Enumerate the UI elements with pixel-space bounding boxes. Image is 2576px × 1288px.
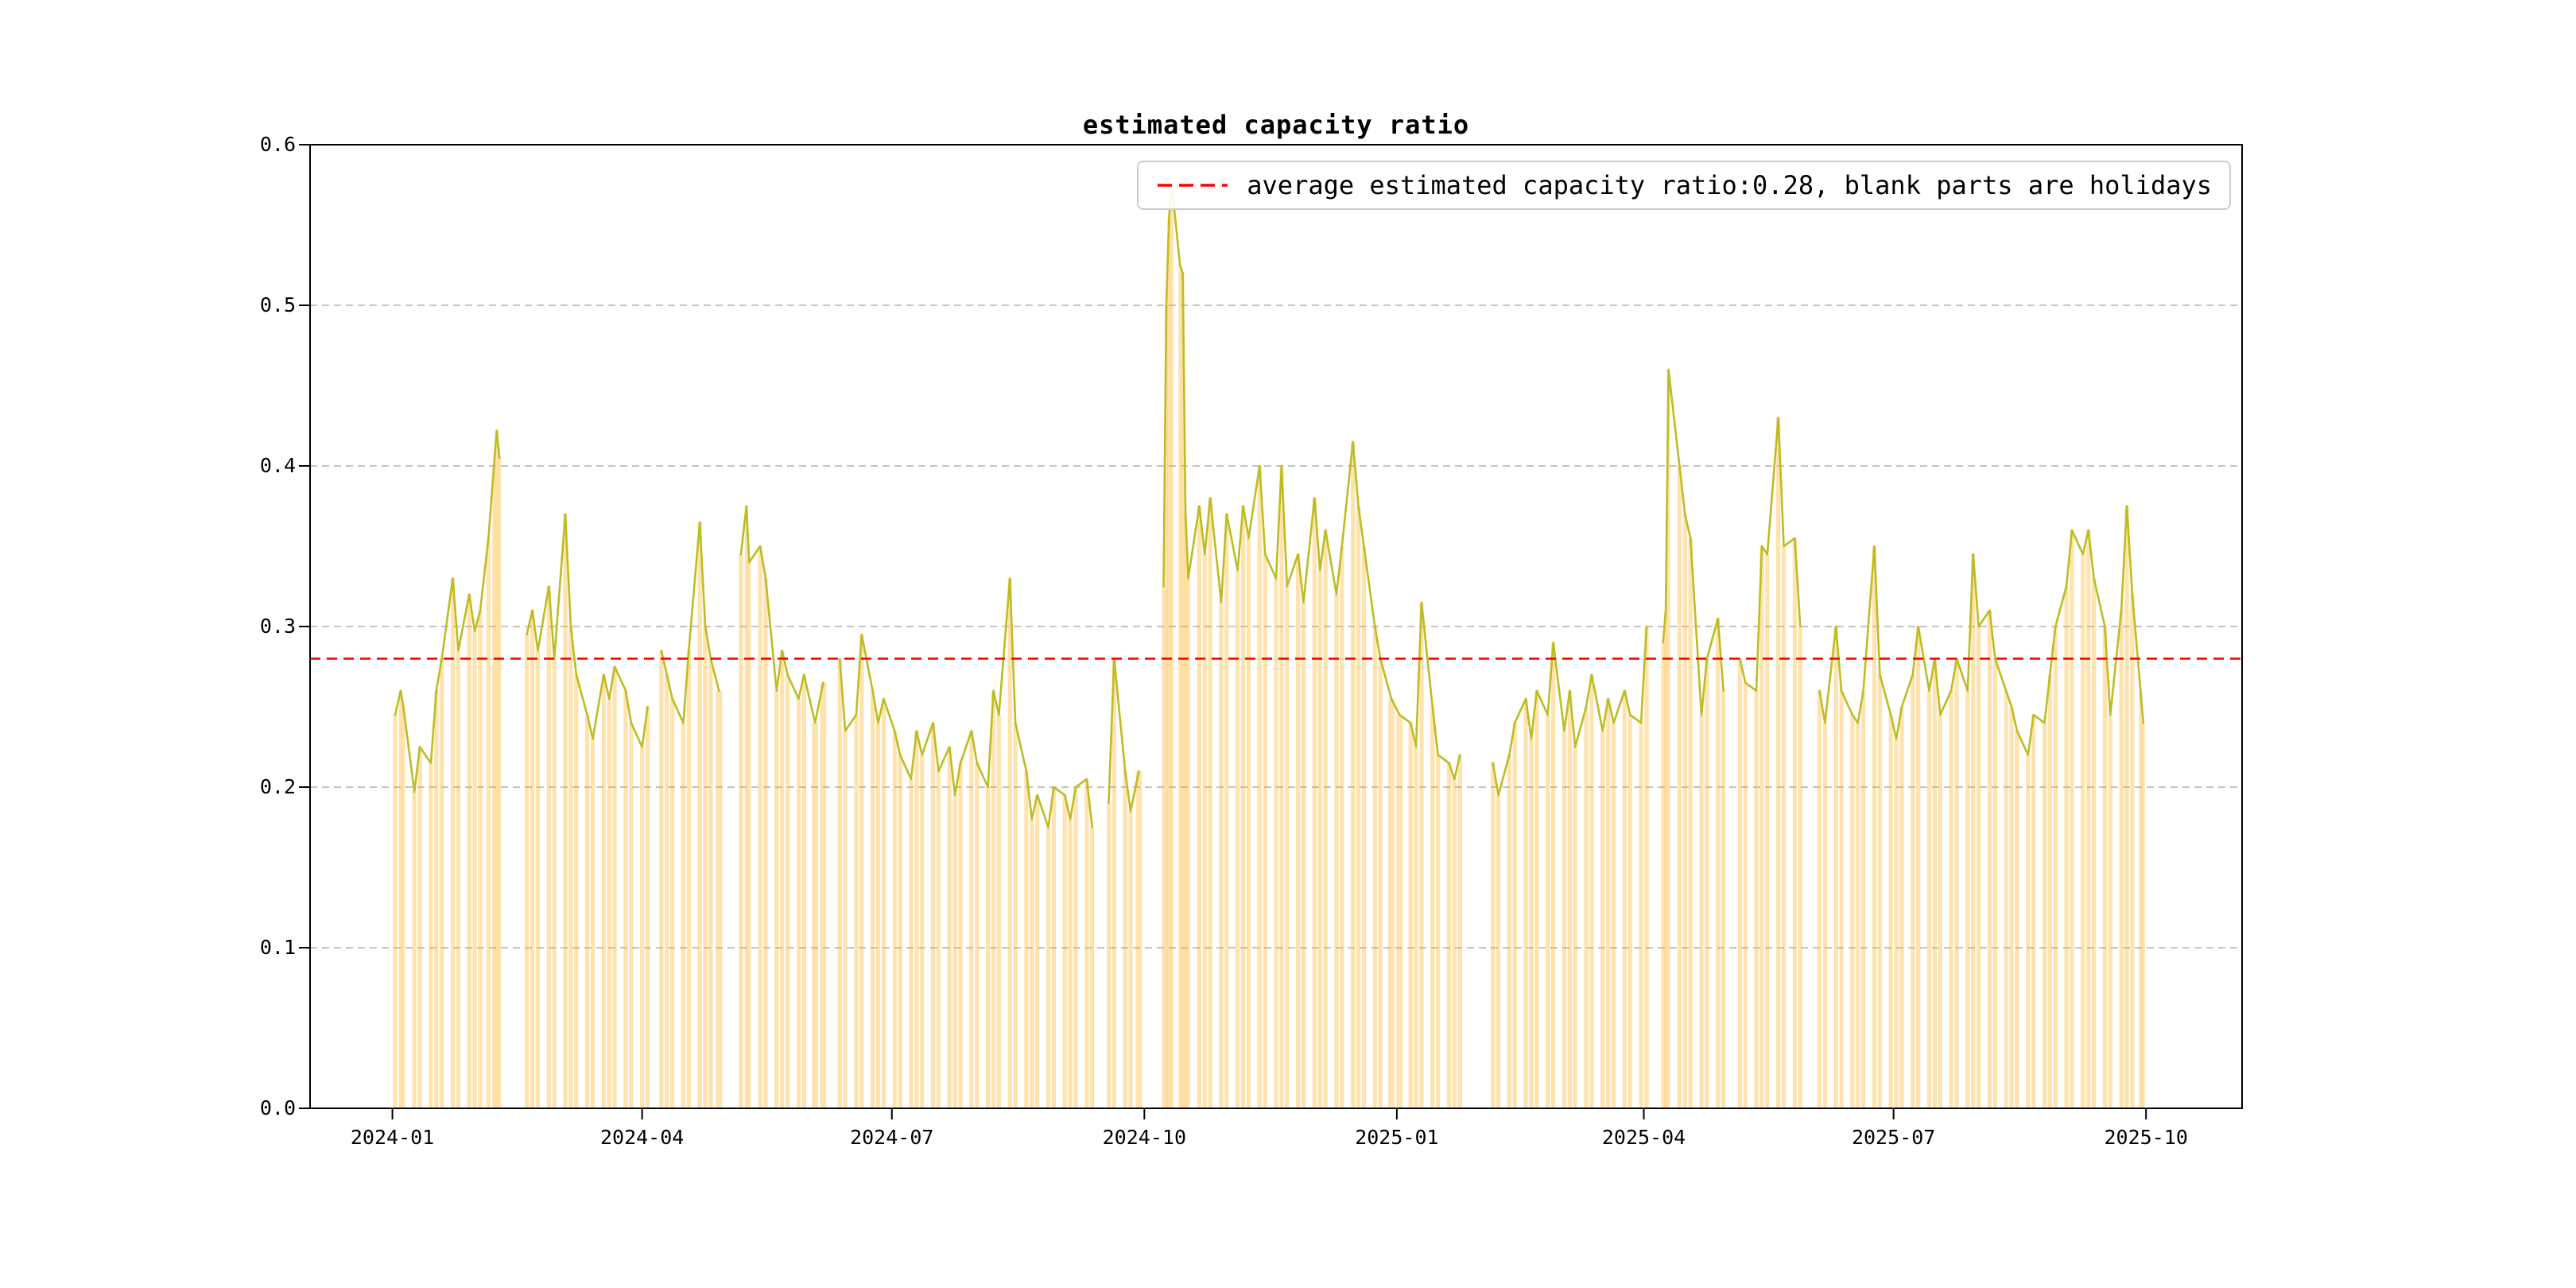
x-tick-label: 2025-07 xyxy=(1851,1126,1936,1149)
y-tick-label: 0.1 xyxy=(259,936,296,959)
x-tick-label: 2025-01 xyxy=(1355,1126,1439,1149)
x-tick-label: 2025-10 xyxy=(2104,1126,2188,1149)
x-tick-label: 2024-01 xyxy=(350,1126,435,1149)
x-tick-label: 2024-04 xyxy=(599,1126,685,1149)
y-tick-label: 0.2 xyxy=(259,775,296,798)
x-tick-label: 2024-10 xyxy=(1102,1126,1186,1149)
y-tick-label: 0.0 xyxy=(259,1096,296,1119)
y-tick-label: 0.3 xyxy=(259,615,296,638)
legend-dashed-line-icon xyxy=(1158,184,1228,187)
legend: average estimated capacity ratio:0.28, b… xyxy=(1137,161,2231,210)
legend-label: average estimated capacity ratio:0.28, b… xyxy=(1247,170,2212,200)
chart-title: estimated capacity ratio xyxy=(1082,110,1470,140)
x-tick-label: 2025-04 xyxy=(1601,1126,1686,1149)
y-tick-label: 0.4 xyxy=(259,454,296,477)
y-tick-label: 0.5 xyxy=(259,293,296,316)
y-tick-label: 0.6 xyxy=(259,133,296,156)
x-tick-label: 2024-07 xyxy=(850,1126,934,1149)
